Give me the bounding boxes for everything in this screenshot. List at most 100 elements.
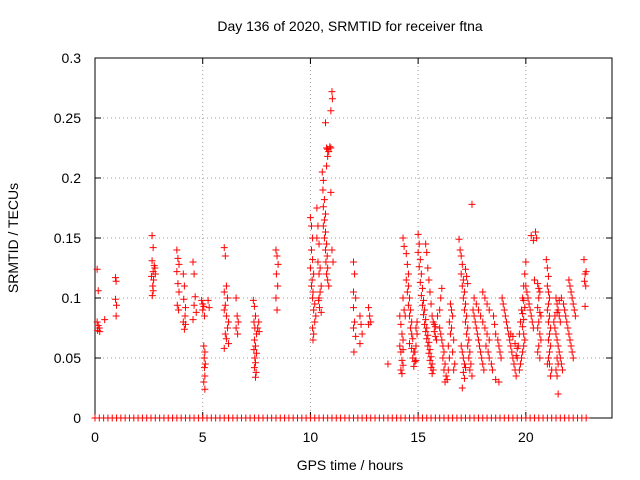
data-point bbox=[445, 318, 453, 326]
data-point bbox=[200, 302, 208, 310]
data-point bbox=[415, 240, 423, 248]
data-point bbox=[272, 294, 280, 302]
data-point bbox=[567, 342, 575, 350]
data-point bbox=[319, 222, 327, 230]
data-point bbox=[180, 325, 188, 333]
data-point bbox=[314, 258, 322, 266]
data-point bbox=[502, 318, 510, 326]
data-point bbox=[424, 331, 432, 339]
data-point bbox=[319, 186, 327, 194]
data-point bbox=[220, 244, 228, 252]
data-point bbox=[534, 304, 542, 312]
data-point bbox=[324, 276, 332, 284]
data-point bbox=[321, 246, 329, 254]
data-point bbox=[460, 288, 468, 296]
data-point bbox=[519, 348, 527, 356]
data-point bbox=[581, 302, 589, 310]
data-point bbox=[470, 312, 478, 320]
data-point bbox=[315, 270, 323, 278]
data-point bbox=[311, 318, 319, 326]
data-point bbox=[404, 282, 412, 290]
data-point bbox=[309, 336, 317, 344]
data-point bbox=[431, 323, 439, 331]
data-point bbox=[465, 336, 473, 344]
data-point bbox=[190, 301, 198, 309]
data-point bbox=[312, 312, 320, 320]
data-point bbox=[428, 370, 436, 378]
data-point bbox=[422, 328, 430, 336]
data-point bbox=[582, 268, 590, 276]
data-point bbox=[512, 372, 520, 380]
data-point bbox=[487, 360, 495, 368]
data-point bbox=[396, 342, 404, 350]
data-point bbox=[402, 250, 410, 258]
data-point bbox=[570, 306, 578, 314]
data-point bbox=[307, 282, 315, 290]
data-point bbox=[438, 336, 446, 344]
data-point bbox=[323, 270, 331, 278]
data-point bbox=[181, 320, 189, 328]
data-point bbox=[253, 349, 261, 357]
data-point bbox=[485, 336, 493, 344]
data-point bbox=[321, 119, 329, 127]
data-point bbox=[428, 360, 436, 368]
data-point bbox=[507, 342, 515, 350]
data-point bbox=[192, 308, 200, 316]
data-point bbox=[427, 300, 435, 308]
data-point bbox=[325, 282, 333, 290]
data-point bbox=[466, 366, 474, 374]
data-point bbox=[399, 294, 407, 302]
data-point bbox=[457, 342, 465, 350]
data-point bbox=[414, 248, 422, 256]
data-point bbox=[309, 256, 317, 264]
data-point bbox=[470, 294, 478, 302]
data-point bbox=[273, 306, 281, 314]
data-point bbox=[524, 294, 532, 302]
data-point bbox=[191, 293, 199, 301]
data-point bbox=[412, 324, 420, 332]
data-point bbox=[223, 294, 231, 302]
data-point bbox=[201, 385, 209, 393]
data-point bbox=[483, 300, 491, 308]
data-point bbox=[327, 107, 335, 115]
x-tick-label: 10 bbox=[303, 429, 319, 445]
data-point bbox=[322, 258, 330, 266]
data-point bbox=[149, 287, 157, 295]
data-point bbox=[459, 354, 467, 362]
data-point bbox=[544, 288, 552, 296]
data-point bbox=[508, 348, 516, 356]
data-point bbox=[555, 348, 563, 356]
data-point bbox=[327, 144, 335, 152]
data-point bbox=[554, 342, 562, 350]
data-point bbox=[412, 356, 420, 364]
data-point bbox=[323, 252, 331, 260]
data-point bbox=[422, 240, 430, 248]
data-point bbox=[527, 232, 535, 240]
data-point bbox=[558, 366, 566, 374]
data-point bbox=[274, 260, 282, 268]
data-point bbox=[251, 354, 259, 362]
data-point bbox=[485, 306, 493, 314]
data-point bbox=[274, 282, 282, 290]
data-point bbox=[403, 260, 411, 268]
data-point bbox=[255, 318, 263, 326]
data-point bbox=[406, 312, 414, 320]
data-point bbox=[111, 295, 119, 303]
data-point bbox=[476, 342, 484, 350]
data-point bbox=[562, 312, 570, 320]
data-point bbox=[350, 288, 357, 296]
data-point bbox=[481, 294, 489, 302]
data-point bbox=[416, 278, 424, 286]
data-point bbox=[458, 384, 466, 392]
data-point bbox=[477, 348, 485, 356]
data-point bbox=[232, 324, 240, 332]
data-point bbox=[351, 318, 359, 326]
data-point bbox=[536, 308, 544, 316]
data-point bbox=[403, 288, 411, 296]
data-point bbox=[201, 360, 209, 368]
data-point bbox=[233, 312, 241, 320]
data-point bbox=[366, 312, 374, 320]
data-point bbox=[568, 348, 576, 356]
